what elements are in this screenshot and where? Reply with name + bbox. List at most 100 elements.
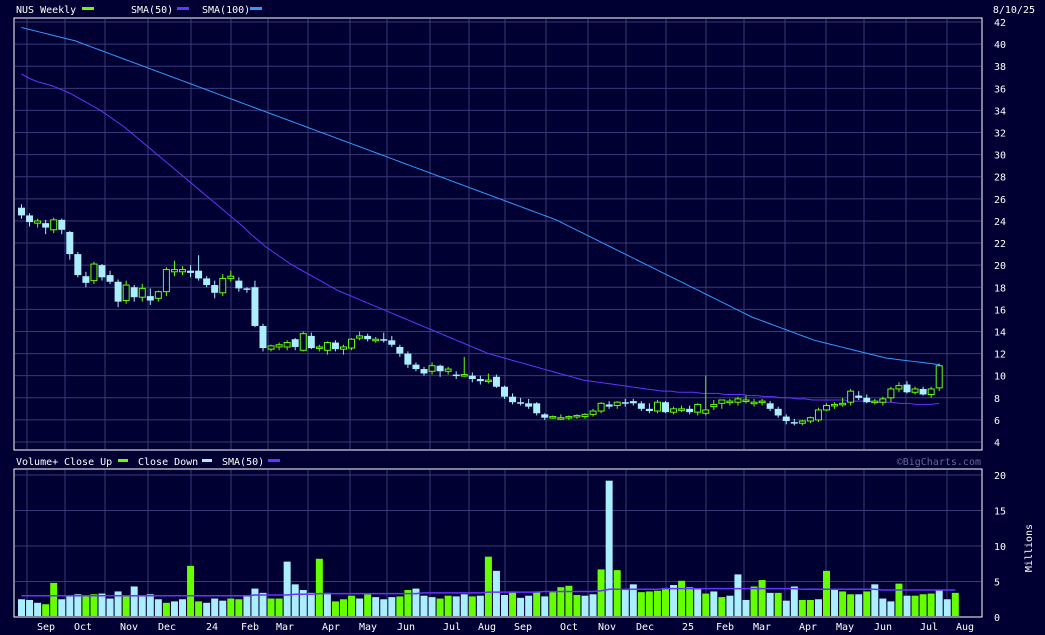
volume-bar-101 [831, 588, 839, 616]
volume-bar-4 [50, 582, 58, 616]
candle-body-6 [66, 232, 74, 255]
candle-82 [678, 405, 686, 413]
price-grid [15, 19, 981, 449]
candle-33 [283, 340, 291, 351]
candle-body-12 [114, 281, 122, 302]
price-tick-label-0: 4 [994, 438, 1000, 449]
candle-body-104 [855, 395, 863, 398]
volume-bar-6 [66, 595, 74, 616]
volume-bar-92 [758, 580, 766, 616]
credit-label: ©BigCharts.com [897, 457, 981, 468]
candle-body-34 [291, 339, 299, 347]
candle-92 [758, 398, 766, 406]
candle-5 [58, 218, 66, 235]
candle-body-93 [766, 403, 774, 409]
candles [18, 204, 943, 426]
candle-66 [549, 415, 557, 419]
candle-73 [605, 401, 613, 409]
candle-body-31 [267, 345, 275, 350]
volume-bar-14 [130, 586, 138, 616]
x-tick-label-22: Jul [920, 622, 938, 633]
volume-bar-27 [235, 599, 243, 616]
volume-bar-31 [267, 598, 275, 616]
price-tick-label-16: 36 [994, 84, 1006, 95]
candle-67 [557, 414, 565, 420]
candle-body-20 [179, 269, 186, 273]
candle-body-78 [645, 408, 653, 412]
candle-10 [98, 264, 106, 281]
candle-1 [26, 213, 34, 227]
candle-body-50 [420, 369, 428, 374]
volume-bar-80 [662, 587, 669, 616]
volume-bar-93 [766, 592, 774, 616]
candle-112 [919, 386, 927, 396]
candle-body-97 [798, 420, 806, 424]
volume-bar-2 [34, 602, 42, 616]
volume-bar-107 [879, 598, 887, 616]
x-tick-label-12: Sep [514, 622, 532, 633]
volume-bar-29 [251, 588, 259, 616]
volume-bar-109 [895, 583, 903, 616]
volume-bar-90 [742, 599, 750, 616]
date-label: 8/10/25 [993, 5, 1035, 16]
candle-75 [621, 398, 629, 407]
volume-bar-77 [637, 592, 645, 616]
close-up-label: Close Up [64, 457, 112, 468]
volume-bar-17 [154, 599, 162, 616]
candle-38 [323, 341, 331, 355]
volume-bar-46 [388, 597, 396, 616]
candle-107 [879, 396, 887, 406]
candle-13 [122, 280, 130, 304]
candle-44 [372, 337, 380, 343]
candle-40 [340, 344, 347, 355]
volume-bar-102 [839, 591, 847, 616]
candle-96 [790, 418, 798, 426]
candle-26 [227, 270, 235, 282]
candle-body-70 [581, 413, 589, 418]
volume-bar-91 [750, 586, 758, 616]
candle-body-53 [444, 368, 452, 372]
volume-axis: 0 5 10 15 20 [994, 471, 1006, 624]
candle-body-8 [82, 276, 90, 283]
candle-9 [90, 261, 98, 284]
candle-4 [50, 217, 58, 234]
volume-bar-61 [509, 591, 517, 616]
candle-body-86 [710, 403, 718, 408]
candle-body-60 [501, 386, 508, 397]
candle-body-51 [428, 365, 436, 372]
candle-body-89 [734, 398, 742, 403]
volume-bar-84 [694, 588, 702, 616]
candle-body-101 [831, 403, 839, 407]
volume-bar-42 [356, 598, 364, 616]
candle-95 [782, 414, 790, 425]
volume-bar-20 [179, 599, 186, 616]
price-tick-label-18: 40 [994, 40, 1006, 51]
volume-bar-74 [613, 570, 621, 616]
volume-bar-96 [790, 586, 798, 616]
volume-bar-49 [412, 588, 420, 616]
volume-bar-56 [468, 596, 476, 616]
candle-body-111 [911, 388, 919, 393]
candle-98 [806, 416, 814, 424]
candle-body-98 [806, 417, 814, 422]
price-tick-label-14: 32 [994, 129, 1006, 140]
candle-19 [170, 260, 178, 277]
candle-56 [468, 372, 476, 383]
candle-body-90 [742, 399, 750, 402]
candle-17 [154, 290, 162, 302]
volume-bar-54 [452, 596, 460, 616]
candle-body-42 [356, 335, 364, 339]
x-tick-label-5: Feb [241, 622, 259, 633]
volume-bar-55 [460, 594, 468, 616]
candle-body-17 [154, 291, 162, 299]
volume-bar-115 [943, 599, 951, 616]
candle-body-32 [275, 344, 283, 348]
volume-bar-81 [670, 585, 678, 616]
candle-body-23 [203, 278, 211, 286]
candle-body-37 [315, 346, 323, 349]
volume-bar-106 [871, 584, 879, 616]
price-tick-label-19: 42 [994, 18, 1006, 29]
candle-body-52 [436, 365, 444, 372]
candle-28 [243, 287, 251, 293]
